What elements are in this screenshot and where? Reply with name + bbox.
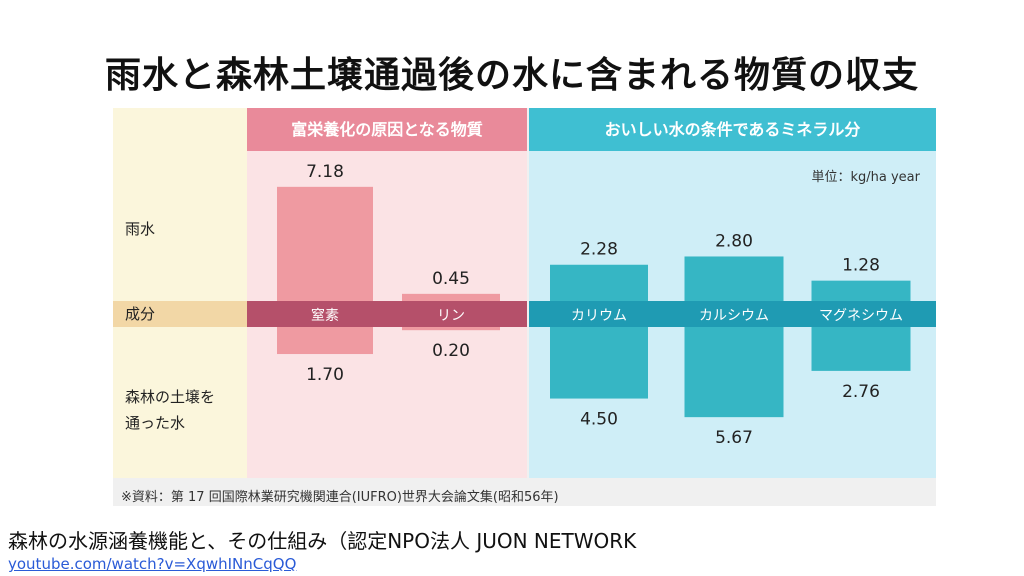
category-label-1: リン <box>437 308 465 324</box>
category-label-3: カルシウム <box>699 308 769 324</box>
row-label-forest-2: 通った水 <box>125 414 186 432</box>
category-label-4: マグネシウム <box>819 308 903 324</box>
row-label-component: 成分 <box>125 305 156 323</box>
bar-forest-2 <box>550 327 648 399</box>
row-label-forest-1: 森林の土壌を <box>125 388 216 406</box>
label-forest-0: 1.70 <box>306 365 344 385</box>
bar-rain-0 <box>277 186 373 301</box>
bar-forest-1 <box>402 327 500 331</box>
video-link[interactable]: youtube.com/watch?v=XqwhINnCqQQ <box>8 555 297 573</box>
label-rain-3: 2.80 <box>715 231 753 251</box>
bar-rain-4 <box>811 280 911 301</box>
pink-strip <box>247 301 527 327</box>
header-left: 富栄養化の原因となる物質 <box>247 108 527 151</box>
label-strip <box>113 301 247 327</box>
label-forest-1: 0.20 <box>432 341 470 361</box>
label-column-bg <box>113 108 247 478</box>
label-forest-4: 2.76 <box>842 382 880 402</box>
label-rain-4: 1.28 <box>842 256 880 276</box>
label-rain-1: 0.45 <box>432 269 470 289</box>
source-note: ※資料：第 17 回国際林業研究機関連合(IUFRO)世界大会論文集(昭和56年… <box>121 490 559 505</box>
bar-forest-4 <box>811 327 911 371</box>
row-label-rain: 雨水 <box>125 220 156 238</box>
caption-text: 森林の水源涵養機能と、その仕組み（認定NPO法人 JUON NETWORK <box>8 529 637 553</box>
unit-label: 単位：kg/ha year <box>811 170 920 185</box>
label-forest-2: 4.50 <box>580 410 618 430</box>
header-right: おいしい水の条件であるミネラル分 <box>529 108 936 151</box>
page-title: 雨水と森林土壌通過後の水に含まれる物質の収支 <box>104 55 919 96</box>
bar-forest-3 <box>684 327 784 418</box>
bar-rain-2 <box>550 264 648 301</box>
bar-rain-3 <box>684 256 784 301</box>
bar-rain-1 <box>402 293 500 301</box>
blue-strip <box>529 301 936 327</box>
label-forest-3: 5.67 <box>715 428 753 448</box>
category-label-0: 窒素 <box>311 307 339 324</box>
label-rain-2: 2.28 <box>580 240 618 260</box>
label-rain-0: 7.18 <box>306 162 344 182</box>
bar-forest-0 <box>277 327 373 355</box>
category-label-2: カリウム <box>571 308 627 324</box>
